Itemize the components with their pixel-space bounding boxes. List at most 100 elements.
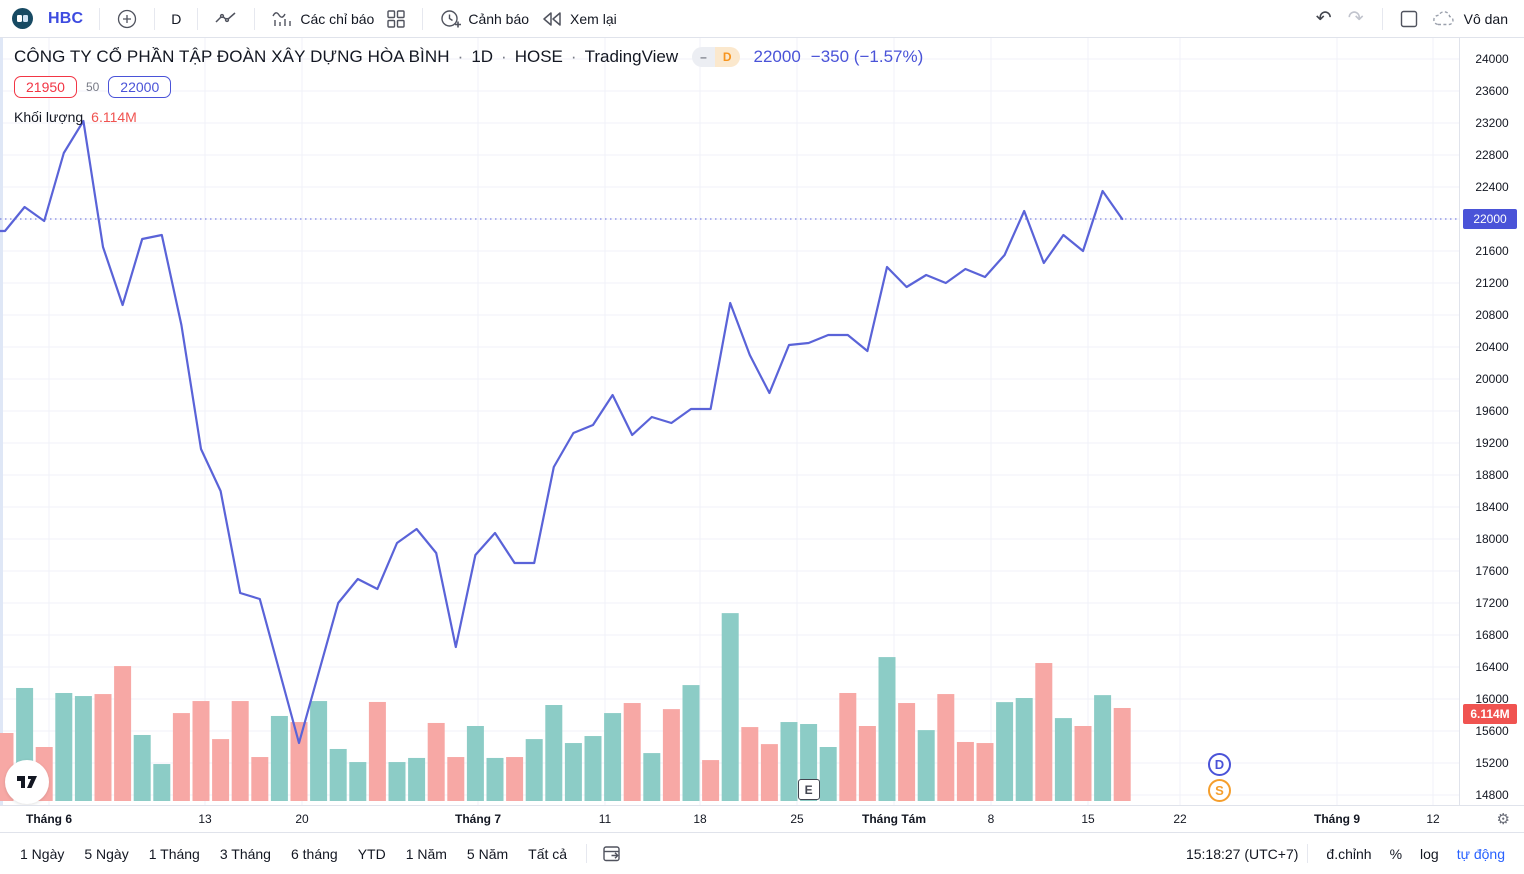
volume-bar[interactable]	[427, 722, 445, 801]
go-to-date-icon[interactable]	[596, 844, 629, 863]
title-interval[interactable]: 1D	[471, 47, 494, 66]
volume-bar[interactable]	[310, 701, 328, 801]
range-button-1-tháng[interactable]: 1 Tháng	[148, 845, 200, 862]
volume-bar[interactable]	[192, 701, 210, 801]
volume-bar[interactable]	[114, 666, 132, 801]
buy-button[interactable]: 22000	[108, 76, 172, 98]
volume-bar[interactable]	[760, 744, 778, 801]
range-button-3-tháng[interactable]: 3 Tháng	[219, 845, 271, 862]
volume-bar[interactable]	[270, 715, 288, 801]
range-button-ytd[interactable]: YTD	[357, 845, 386, 862]
volume-bar[interactable]	[1113, 707, 1131, 801]
price-axis[interactable]: 22000 6.114M 24000 23600 23200 22800 22400 21…	[1459, 38, 1524, 805]
volume-bar[interactable]	[682, 685, 700, 801]
volume-bar[interactable]	[662, 709, 680, 801]
compare-add-button[interactable]	[110, 4, 144, 34]
redo-icon[interactable]: ↷	[1347, 8, 1364, 29]
volume-bar[interactable]	[172, 713, 190, 801]
volume-bar[interactable]	[1015, 698, 1033, 801]
volume-bar[interactable]	[858, 726, 876, 801]
fullscreen-button[interactable]	[1393, 5, 1425, 33]
volume-bar[interactable]	[74, 696, 92, 801]
volume-bar[interactable]	[349, 762, 367, 801]
volume-bar[interactable]	[251, 757, 269, 801]
volume-bar[interactable]	[741, 727, 759, 801]
volume-bar[interactable]	[898, 703, 916, 801]
volume-bar[interactable]	[545, 705, 563, 801]
volume-bar[interactable]	[878, 657, 896, 801]
volume-bar[interactable]	[55, 692, 73, 801]
replay-button[interactable]: Xem lại	[535, 6, 623, 32]
tradingview-logo[interactable]	[5, 760, 49, 804]
source-pill[interactable]: – D	[692, 47, 740, 67]
volume-bar[interactable]	[486, 757, 504, 801]
volume-bar[interactable]	[1094, 695, 1112, 801]
chart-canvas[interactable]	[0, 38, 1459, 805]
symbol-button[interactable]: HBC	[10, 4, 89, 33]
volume-bar[interactable]	[94, 694, 112, 801]
range-button-6-tháng[interactable]: 6 tháng	[290, 845, 338, 862]
cloud-save-button[interactable]: Vô dan	[1425, 5, 1514, 33]
auto-scale-toggle[interactable]: tự động	[1456, 845, 1505, 862]
volume-bar[interactable]	[408, 757, 426, 801]
interval-button[interactable]: D	[165, 7, 187, 31]
volume-bar[interactable]	[721, 613, 739, 801]
volume-bar[interactable]	[1035, 663, 1053, 801]
adjusted-data-toggle[interactable]: đ.chỉnh	[1326, 845, 1372, 862]
volume-bar[interactable]	[584, 736, 602, 801]
dividend-marker[interactable]: D	[1208, 753, 1231, 776]
volume-bar[interactable]	[506, 757, 524, 801]
volume-bar[interactable]	[525, 739, 543, 801]
time-axis[interactable]: ⚙ Tháng 6 13 20 Tháng 7 11 18 25 Tháng Tám 8 15 22…	[0, 805, 1524, 832]
volume-bar[interactable]	[368, 701, 386, 801]
chart-type-button[interactable]	[208, 5, 244, 33]
volume-bar[interactable]	[780, 722, 798, 801]
indicators-button[interactable]: Các chỉ báo	[265, 5, 380, 33]
clock-label[interactable]: 15:18:27 (UTC+7)	[1185, 845, 1299, 862]
range-button-1-năm[interactable]: 1 Năm	[405, 845, 447, 862]
volume-bar[interactable]	[702, 760, 720, 801]
volume-bar[interactable]	[956, 741, 974, 801]
symbol-title[interactable]: CÔNG TY CỔ PHẦN TẬP ĐOÀN XÂY DỰNG HÒA BÌ…	[14, 47, 450, 66]
volume-bar[interactable]	[917, 730, 935, 801]
volume-bar[interactable]	[231, 701, 249, 801]
volume-bar[interactable]	[937, 694, 955, 801]
log-scale-toggle[interactable]: log	[1420, 845, 1439, 862]
price-line-series[interactable]	[0, 119, 1124, 745]
volume-bar[interactable]	[819, 746, 837, 801]
earnings-marker[interactable]: E	[797, 779, 820, 800]
price-pane[interactable]: CÔNG TY CỔ PHẦN TẬP ĐOÀN XÂY DỰNG HÒA BÌ…	[0, 38, 1459, 805]
time-axis-label: 15	[1081, 812, 1095, 826]
title-exchange[interactable]: HOSE	[514, 47, 563, 66]
volume-bar[interactable]	[388, 762, 406, 801]
volume-label[interactable]: Khối lượng	[14, 109, 84, 125]
volume-bar[interactable]	[976, 743, 994, 801]
undo-icon[interactable]: ↶	[1315, 8, 1332, 29]
volume-bar[interactable]	[564, 743, 582, 801]
range-button-tất-cả[interactable]: Tất cả	[528, 845, 568, 862]
percent-scale-toggle[interactable]: %	[1389, 845, 1403, 862]
volume-bar[interactable]	[133, 734, 151, 801]
volume-bar[interactable]	[839, 692, 857, 801]
volume-bar[interactable]	[212, 739, 230, 801]
layout-grid-button[interactable]	[380, 5, 412, 33]
volume-bar[interactable]	[329, 748, 347, 801]
range-button-1-ngày[interactable]: 1 Ngày	[20, 845, 65, 862]
alert-button[interactable]: Cảnh báo	[433, 4, 535, 34]
range-button-5-năm[interactable]: 5 Năm	[466, 845, 509, 862]
volume-bar[interactable]	[1054, 718, 1072, 801]
volume-bar[interactable]	[290, 722, 308, 801]
split-marker[interactable]: S	[1208, 779, 1231, 802]
time-axis-settings-gear-icon[interactable]: ⚙	[1496, 811, 1510, 828]
volume-bar[interactable]	[447, 757, 465, 801]
volume-bar[interactable]	[153, 764, 171, 801]
volume-bar[interactable]	[604, 713, 622, 801]
range-button-5-ngày[interactable]: 5 Ngày	[84, 845, 129, 862]
volume-bar[interactable]	[996, 702, 1014, 801]
volume-bar[interactable]	[466, 726, 484, 801]
volume-bar[interactable]	[643, 753, 661, 801]
volume-bar[interactable]	[623, 703, 641, 801]
title-brand[interactable]: TradingView	[584, 47, 679, 66]
volume-bar[interactable]	[1074, 726, 1092, 801]
sell-button[interactable]: 21950	[14, 76, 77, 98]
